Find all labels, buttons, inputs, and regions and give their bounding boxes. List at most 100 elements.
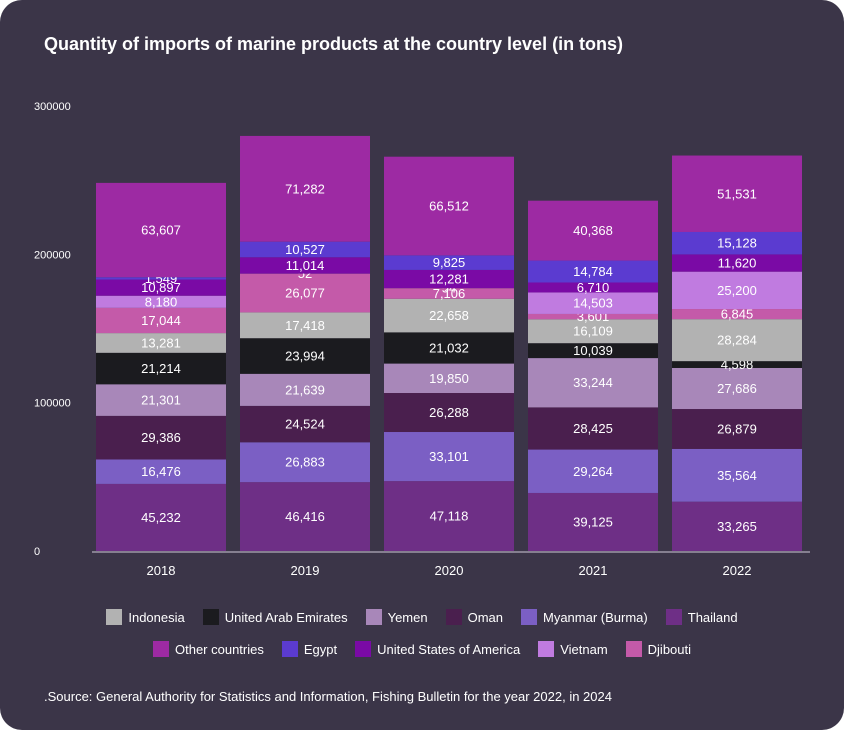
bar-segment-indonesia-2021: [528, 319, 658, 344]
data-label-united-arab-emirates-2020: 21,032: [429, 340, 469, 355]
bar-segment-thailand-2018: [96, 483, 226, 551]
data-label-myanmar-burma-2018: 16,476: [141, 464, 181, 479]
legend-row-2: Other countries Egypt United States of Ame…: [0, 641, 844, 657]
legend-label: United Arab Emirates: [224, 609, 348, 625]
bar-segment-yemen-2020: [384, 363, 514, 394]
legend-swatch: [281, 641, 298, 657]
legend-label: Indonesia: [128, 609, 185, 625]
data-label-egypt-2021: 14,784: [573, 264, 613, 279]
data-label-thailand-2018: 45,232: [141, 510, 181, 525]
legend-swatch: [202, 609, 219, 625]
bar-segment-united-arab-emirates-2021: [528, 343, 658, 359]
bar-segment-yemen-2018: [96, 384, 226, 416]
legend-swatch: [625, 641, 642, 657]
legend-label: Thailand: [687, 609, 738, 625]
data-label-other-countries-2018: 63,607: [141, 223, 181, 238]
data-label-vietnam-2018: 8,180: [145, 294, 178, 309]
bar-segment-myanmar-burma-2022: [672, 448, 802, 502]
bar-segment-other-countries-2020: [384, 156, 514, 256]
data-label-djibouti-2018: 17,044: [141, 313, 181, 328]
bar-segment-oman-2020: [384, 393, 514, 433]
x-tick-label: 2022: [723, 563, 752, 578]
x-tick-label: 2020: [435, 563, 464, 578]
data-label-djibouti-2020: 7,106: [433, 286, 466, 301]
bar-segment-djibouti-2020: [384, 288, 514, 299]
bar-segment-united-arab-emirates-2018: [96, 352, 226, 385]
data-label-djibouti-2022: 6,845: [721, 307, 754, 322]
bar-segment-djibouti-2021: [528, 313, 658, 320]
data-label-indonesia-2020: 22,658: [429, 308, 469, 323]
x-tick-label: 2019: [291, 563, 320, 578]
y-tick-label: 200000: [34, 249, 71, 261]
data-label-egypt-2020: 9,825: [433, 255, 466, 270]
bar-segment-indonesia-2022: [672, 319, 802, 362]
stacked-bar-chart: 300000 200000 100000 0 45,232 16,476 29,386 21,…: [34, 101, 810, 578]
bar-segment-indonesia-2019: [240, 312, 370, 339]
legend-item-vietnam: Vietnam: [538, 641, 608, 657]
legend-label: Other countries: [174, 641, 264, 657]
data-label-united-arab-emirates-2018: 21,214: [141, 361, 181, 376]
x-tick-label: 2021: [579, 563, 608, 578]
legend-item-djibouti: Djibouti: [625, 641, 692, 657]
data-label-indonesia-2018: 13,281: [141, 335, 181, 350]
bar-segment-djibouti-2019: [240, 273, 370, 313]
bar-segment-egypt-2022: [672, 231, 802, 255]
bar-segment-united-arab-emirates-2020: [384, 332, 514, 364]
data-label-myanmar-burma-2022: 35,564: [717, 468, 757, 483]
data-label-oman-2019: 24,524: [285, 417, 325, 432]
data-label-other-countries-2020: 66,512: [429, 199, 469, 214]
bar-segment-united-states-of-america-2022: [672, 254, 802, 272]
legend-item-oman: Oman: [445, 609, 503, 625]
data-label-egypt-2019: 10,527: [285, 242, 325, 257]
source-note: .Source: General Authority for Statistic…: [44, 689, 612, 704]
legend-swatch: [355, 641, 372, 657]
data-label-yemen-2019: 21,639: [285, 382, 325, 397]
bar-segment-thailand-2022: [672, 501, 802, 551]
data-label-thailand-2022: 33,265: [717, 519, 757, 534]
data-label-indonesia-2021: 16,109: [573, 324, 613, 339]
data-label-oman-2022: 26,879: [717, 421, 757, 436]
bar-segment-united-arab-emirates-2019: [240, 338, 370, 374]
bar-segment-vietnam-2022: [672, 271, 802, 310]
data-label-egypt-2022: 15,128: [717, 236, 757, 251]
bar-segment-myanmar-burma-2019: [240, 442, 370, 483]
chart-title: Quantity of imports of marine products a…: [44, 34, 624, 54]
data-label-vietnam-2021: 14,503: [573, 296, 613, 311]
legend-label: Djibouti: [647, 641, 692, 657]
bar-segment-other-countries-2022: [672, 155, 802, 232]
legend-item-indonesia: Indonesia: [106, 609, 185, 625]
data-label-united-arab-emirates-2021: 10,039: [573, 343, 613, 358]
bar-segment-egypt-2020: [384, 255, 514, 270]
data-label-yemen-2021: 33,244: [573, 375, 613, 390]
bar-stack-2021: 39,12529,26428,42533,24410,03916,1093,60…: [528, 200, 658, 551]
legend-swatch: [538, 641, 555, 657]
legend-item-united-arab-emirates: United Arab Emirates: [202, 609, 348, 625]
bar-segment-thailand-2019: [240, 482, 370, 551]
bar-segment-united-arab-emirates-2022: [672, 361, 802, 368]
bar-segment-egypt-2018: [96, 277, 226, 280]
legend-label: Yemen: [387, 609, 428, 625]
data-label-indonesia-2022: 28,284: [717, 333, 757, 348]
bar-segment-myanmar-burma-2021: [528, 449, 658, 493]
bar-stack-2018: 45,232 16,476 29,386 21,301 21,214 13,281 17,0…: [96, 182, 226, 551]
data-label-yemen-2020: 19,850: [429, 371, 469, 386]
bar-segment-vietnam-2021: [528, 292, 658, 314]
data-label-yemen-2018: 21,301: [141, 393, 181, 408]
bar-segment-other-countries-2019: [240, 135, 370, 242]
bar-segment-yemen-2021: [528, 358, 658, 408]
bar-segment-oman-2021: [528, 407, 658, 450]
legend-swatch: [665, 609, 682, 625]
data-label-oman-2018: 29,386: [141, 430, 181, 445]
bar-segment-yemen-2019: [240, 373, 370, 406]
bar-segment-indonesia-2018: [96, 333, 226, 353]
bar-stack-2022: 33,26535,56426,87927,6864,59828,2846,845…: [672, 155, 802, 551]
legend-label: Vietnam: [560, 641, 608, 657]
legend-item-egypt: Egypt: [281, 641, 337, 657]
bar-segment-united-states-of-america-2019: [240, 257, 370, 274]
data-label-myanmar-burma-2020: 33,101: [429, 449, 469, 464]
data-label-united-states-of-america-2021: 6,710: [577, 280, 610, 295]
bar-segment-myanmar-burma-2020: [384, 432, 514, 482]
legend-label: Myanmar (Burma): [543, 609, 648, 625]
bar-segment-myanmar-burma-2018: [96, 459, 226, 484]
